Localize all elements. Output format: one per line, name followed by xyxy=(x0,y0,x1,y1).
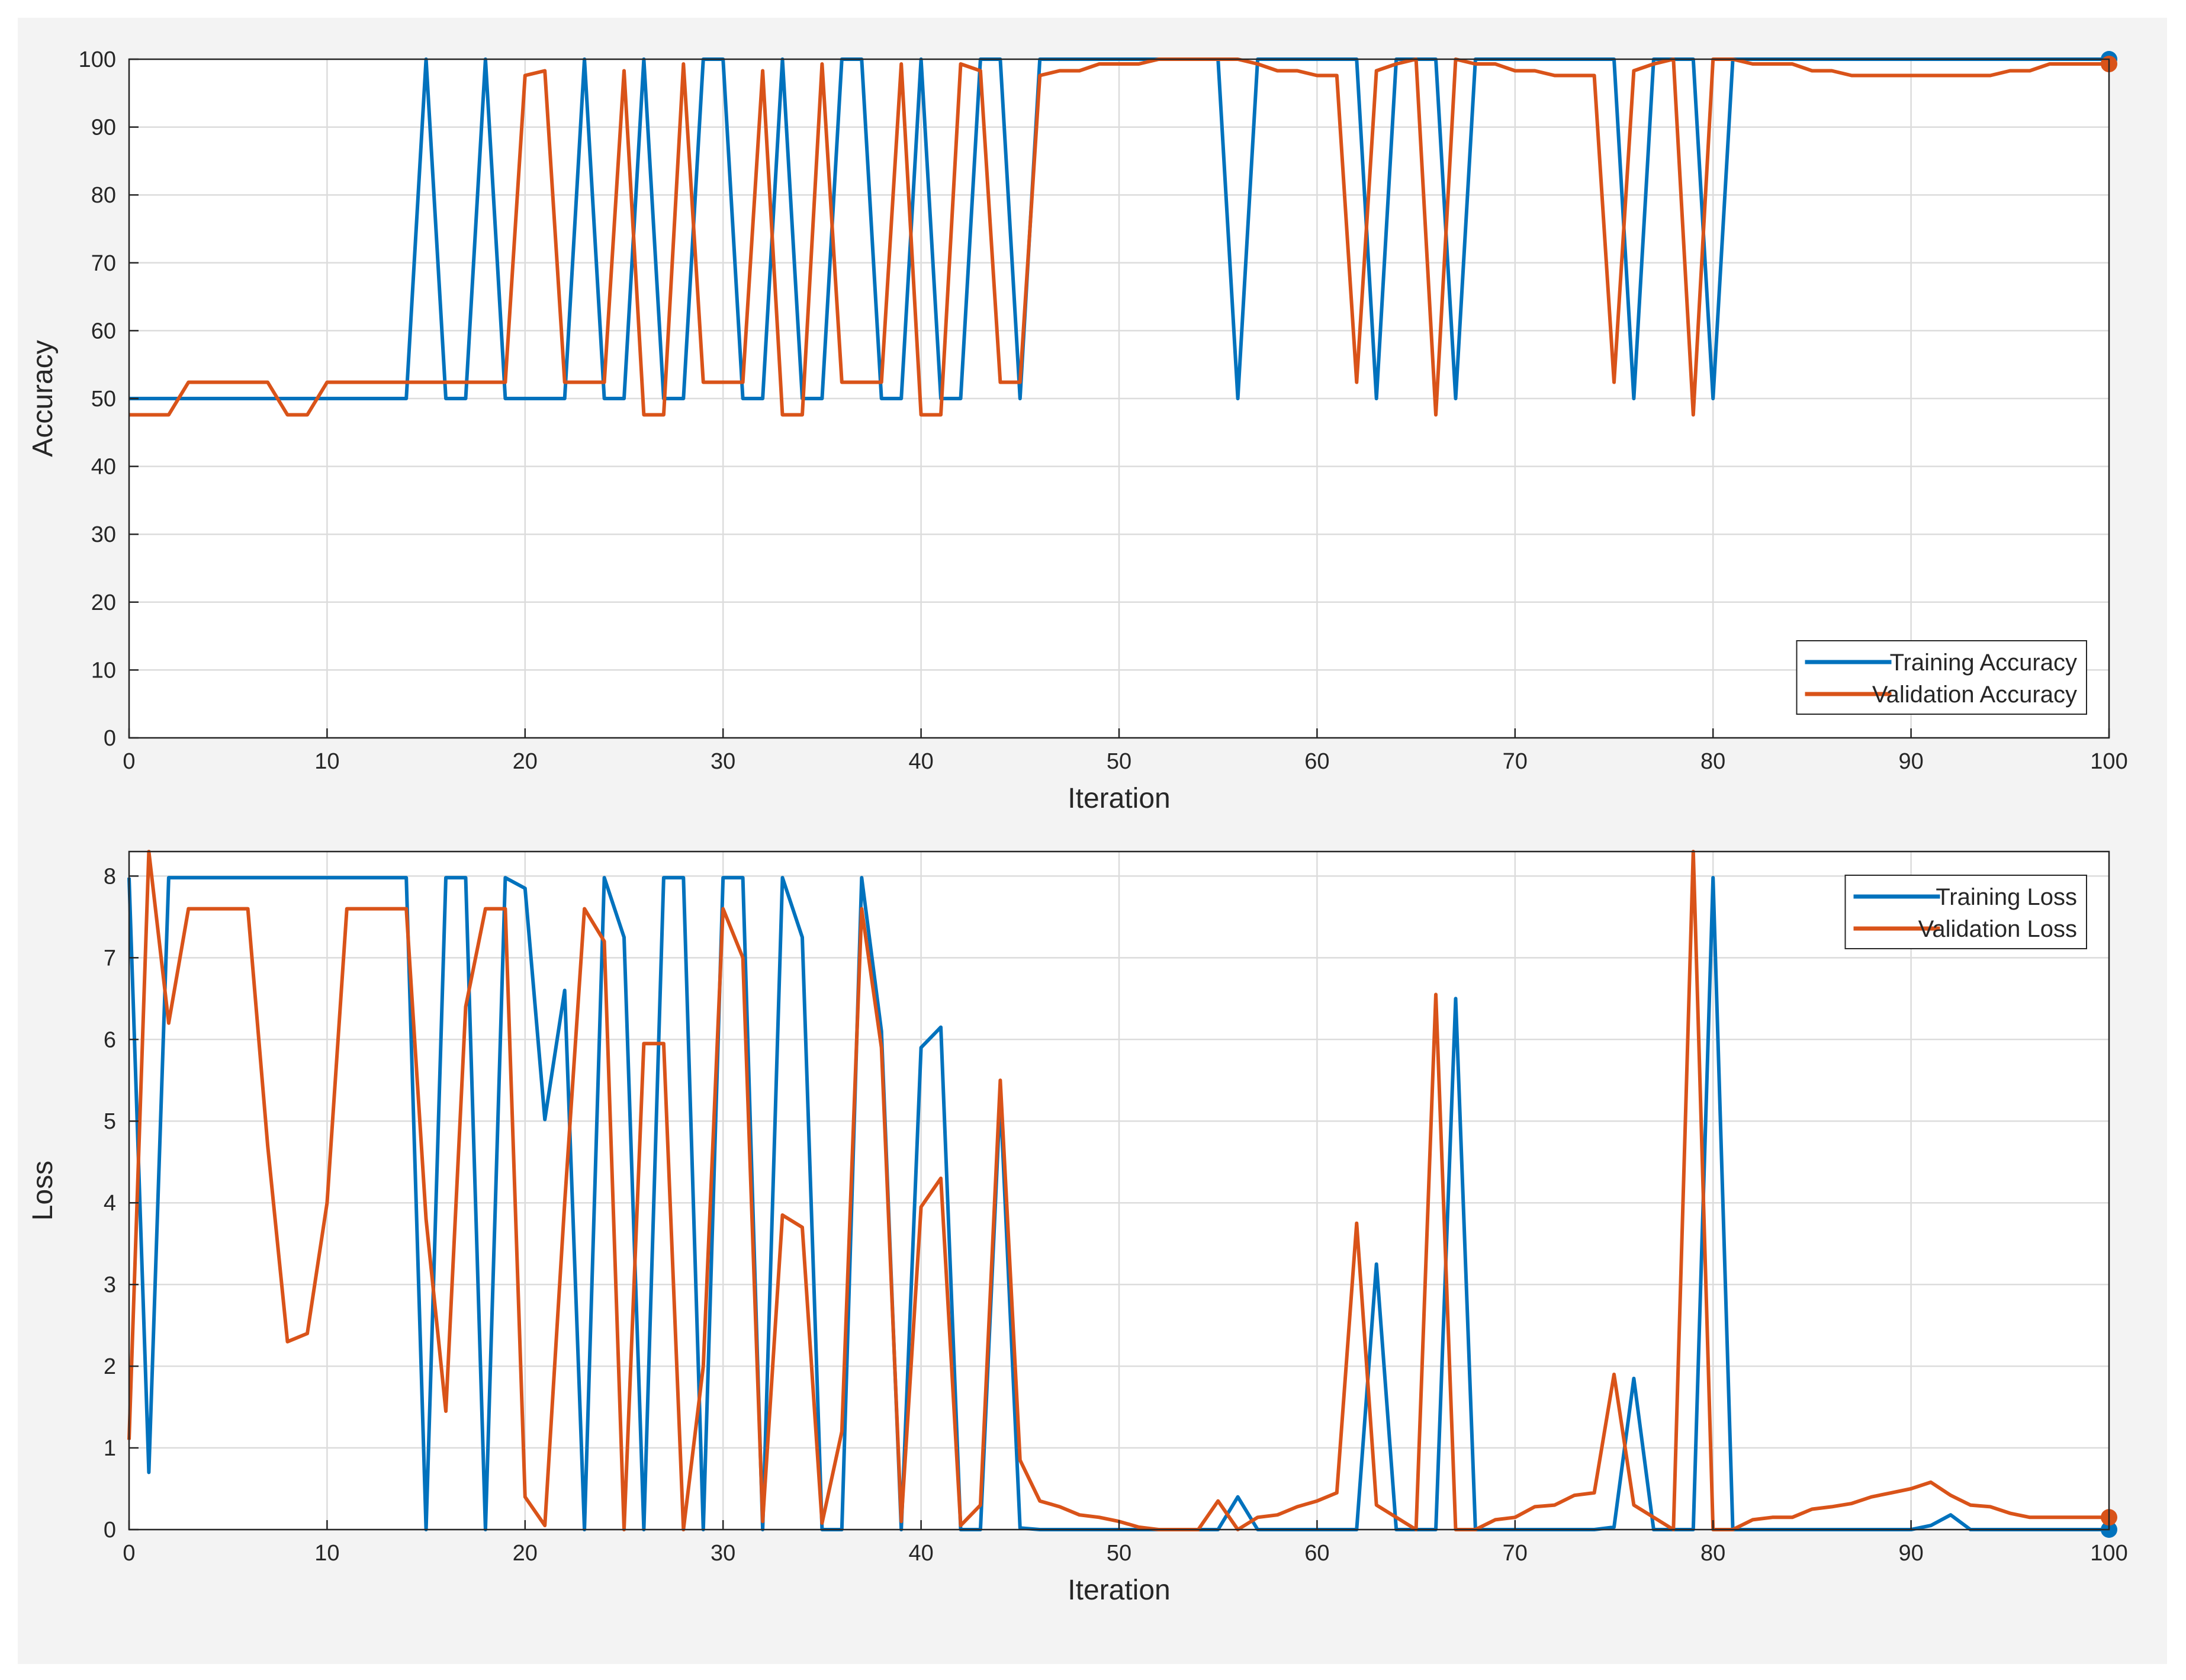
y-tick-label: 100 xyxy=(79,47,116,72)
y-tick-label: 7 xyxy=(104,946,116,971)
figure-panel: 0 10 20 30 40 50 60 70 80 90 100 0 10 20 30 40 50 60 70 80 9… xyxy=(18,18,2167,1664)
y-tick-label: 3 xyxy=(104,1273,116,1297)
x-tick-label: 60 xyxy=(1304,749,1329,774)
x-tick-label: 0 xyxy=(123,1541,135,1566)
x-tick-label: 80 xyxy=(1700,749,1725,774)
x-tick-label: 100 xyxy=(2090,1541,2127,1566)
y-axis-title: Accuracy xyxy=(27,340,59,457)
x-tick-label: 100 xyxy=(2090,749,2127,774)
x-tick-label: 80 xyxy=(1700,1541,1725,1566)
x-tick-label: 10 xyxy=(314,749,339,774)
x-tick-label: 30 xyxy=(711,749,735,774)
y-tick-label: 90 xyxy=(91,115,116,140)
x-tick-label: 90 xyxy=(1898,749,1923,774)
legend-label: Training Loss xyxy=(1936,884,2077,910)
chart-loss: 0 10 20 30 40 50 60 70 80 90 100 0 1 2 3 4 5 6 7 8 Iteration… xyxy=(27,850,2128,1606)
y-tick-label: 60 xyxy=(91,319,116,343)
y-tick-label: 20 xyxy=(91,590,116,615)
y-tick-label: 0 xyxy=(104,726,116,751)
y-tick-label: 50 xyxy=(91,387,116,412)
x-tick-label: 70 xyxy=(1503,749,1528,774)
y-tick-label: 10 xyxy=(91,658,116,683)
y-axis-title: Loss xyxy=(27,1161,59,1220)
y-tick-label: 4 xyxy=(104,1191,116,1216)
y-tick-label: 30 xyxy=(91,522,116,547)
training-progress-figure: 0 10 20 30 40 50 60 70 80 90 100010203040506070809… xyxy=(27,47,2128,1606)
x-tick-label: 0 xyxy=(123,749,135,774)
x-tick-label: 50 xyxy=(1107,1541,1131,1566)
x-tick-label: 30 xyxy=(711,1541,735,1566)
y-tick-label: 80 xyxy=(91,183,116,208)
x-axis-title: Iteration xyxy=(1068,783,1170,814)
y-tick-label: 2 xyxy=(104,1354,116,1379)
y-tick-label: 0 xyxy=(104,1518,116,1543)
legend-label: Training Accuracy xyxy=(1890,650,2077,676)
legend-label: Validation Loss xyxy=(1918,916,2077,942)
y-tick-label: 5 xyxy=(104,1109,116,1134)
x-tick-label: 20 xyxy=(513,749,538,774)
y-tick-label: 1 xyxy=(104,1436,116,1461)
x-axis-title: Iteration xyxy=(1068,1575,1170,1606)
x-tick-label: 90 xyxy=(1898,1541,1923,1566)
x-tick-label: 40 xyxy=(908,1541,933,1566)
legend-label: Validation Accuracy xyxy=(1872,682,2077,708)
legend: Training Accuracy Validation Accuracy xyxy=(1796,640,2087,715)
x-tick-label: 70 xyxy=(1503,1541,1528,1566)
y-tick-label: 40 xyxy=(91,455,116,480)
chart-accuracy: 0 10 20 30 40 50 60 70 80 90 100 0 10 20 30 40 50 60 70 80 9… xyxy=(27,47,2128,814)
y-tick-label: 8 xyxy=(104,864,116,889)
y-tick-label: 6 xyxy=(104,1027,116,1052)
validation-accuracy-line xyxy=(129,57,2109,417)
x-tick-label: 20 xyxy=(513,1541,538,1566)
x-tick-label: 40 xyxy=(908,749,933,774)
x-tick-label: 10 xyxy=(314,1541,339,1566)
x-tick-label: 60 xyxy=(1304,1541,1329,1566)
y-tick-label: 70 xyxy=(91,251,116,276)
legend-box xyxy=(1844,875,2087,949)
legend: Training Loss Validation Loss xyxy=(1844,875,2087,949)
x-tick-label: 50 xyxy=(1107,749,1131,774)
legend-box xyxy=(1796,640,2087,715)
